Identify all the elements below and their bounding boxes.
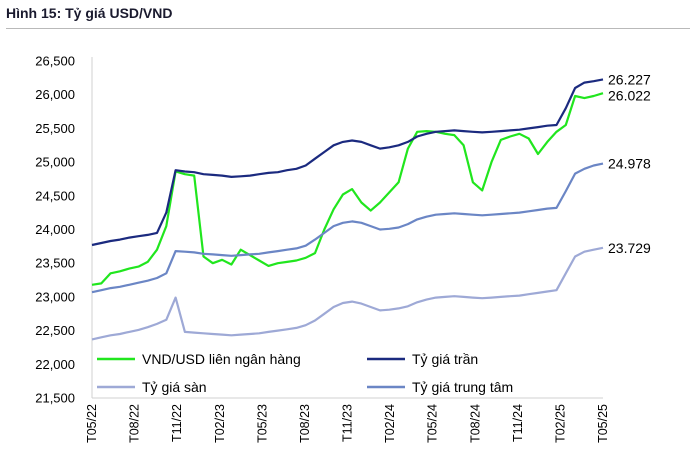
legend-label: Tỷ giá trung tâm (412, 379, 513, 395)
series-line (91, 246, 604, 341)
series-end-label: 26.227 (608, 71, 651, 87)
x-tick-label: T11/22 (170, 404, 184, 442)
legend: VND/USD liên ngân hàng Tỷ giá trần Tỷ giá … (97, 351, 513, 395)
y-tick-label: 21,500 (35, 391, 75, 406)
title-divider (6, 28, 690, 29)
figure-title: Hình 15: Tỷ giá USD/VND (6, 5, 173, 21)
x-tick-label: T05/23 (255, 404, 269, 443)
x-tick-label: T02/24 (383, 404, 397, 443)
legend-label: Tỷ giá trần (412, 351, 478, 367)
y-tick-label: 22,000 (35, 357, 75, 372)
x-tick-label: T05/24 (426, 404, 440, 443)
x-tick-label: T08/24 (468, 404, 482, 443)
legend-label: VND/USD liên ngân hàng (142, 351, 301, 367)
y-tick-label: 25,000 (35, 155, 75, 170)
legend-label: Tỷ giá sàn (142, 379, 207, 395)
y-tick-label: 24,000 (35, 222, 75, 237)
x-tick-label: T08/22 (128, 404, 142, 443)
x-tick-labels: T05/22 T08/22 T11/22 T02/23 T05/23 T08/23 T11/… (85, 404, 610, 443)
y-tick-label: 22,500 (35, 323, 75, 338)
y-tick-label: 26,500 (35, 54, 75, 69)
x-tick-label: T02/25 (553, 404, 567, 443)
y-tick-label: 23,000 (35, 289, 75, 304)
series-end-label: 24.978 (608, 156, 651, 172)
series-line (91, 78, 604, 247)
y-tick-labels: 21,500 22,000 22,500 23,000 23,500 24,000 24,5… (35, 54, 75, 406)
series-line (91, 162, 604, 294)
y-tick-label: 24,500 (35, 188, 75, 203)
y-tick-label: 23,500 (35, 256, 75, 271)
x-tick-label: T08/23 (298, 404, 312, 443)
x-tick-label: T02/23 (213, 404, 227, 443)
y-tick-label: 26,000 (35, 87, 75, 102)
y-tick-label: 25,500 (35, 121, 75, 136)
series-lines (91, 78, 604, 341)
series-end-label: 26.022 (608, 87, 651, 103)
series-line (91, 92, 604, 286)
x-tick-label: T11/24 (511, 404, 525, 442)
x-tick-label: T05/25 (596, 404, 610, 443)
x-tick-label: T05/22 (85, 404, 99, 443)
series-end-label: 23.729 (608, 240, 651, 256)
x-tick-label: T11/23 (341, 404, 355, 442)
